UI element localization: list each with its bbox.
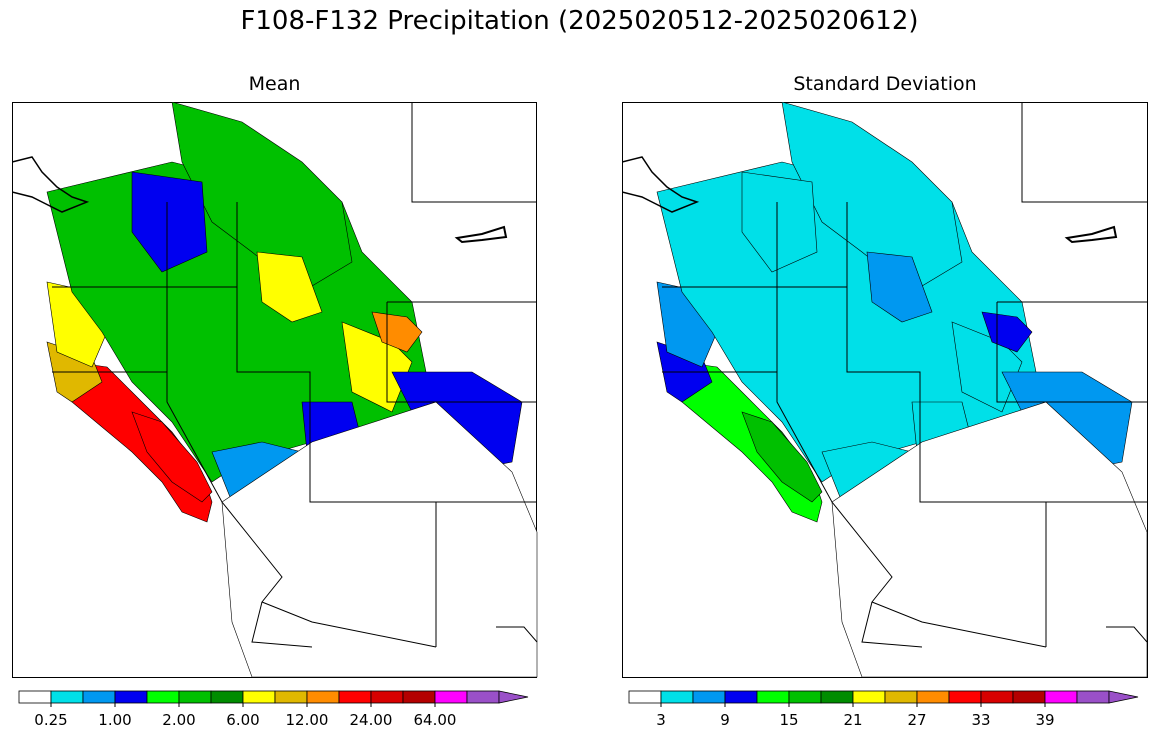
region-sw-dry bbox=[221, 401, 538, 678]
colorbar-swatch bbox=[980, 690, 1014, 704]
sd-colorbar: 3 9 15 21 27 33 39 bbox=[628, 690, 1139, 729]
colorbar-swatch bbox=[274, 690, 308, 704]
colorbar-swatch bbox=[788, 690, 822, 704]
colorbar-swatch bbox=[1076, 690, 1110, 704]
colorbar-extend-arrow bbox=[1108, 690, 1139, 704]
colorbar-swatch bbox=[82, 690, 116, 704]
panel-title-mean: Mean bbox=[248, 73, 301, 95]
colorbar-swatch bbox=[18, 690, 52, 704]
colorbar-label: 2.00 bbox=[162, 711, 195, 729]
colorbar-swatch bbox=[884, 690, 918, 704]
colorbar-label: 24.00 bbox=[350, 711, 393, 729]
colorbar-swatch bbox=[242, 690, 276, 704]
colorbar-label: 27 bbox=[907, 711, 926, 729]
colorbar-swatch bbox=[210, 690, 244, 704]
colorbar-swatch bbox=[114, 690, 148, 704]
colorbar-swatch bbox=[338, 690, 372, 704]
region-wy-orange bbox=[371, 311, 423, 353]
figure-title: F108-F132 Precipitation (2025020512-2025… bbox=[240, 6, 919, 36]
colorbar-extend-arrow bbox=[498, 690, 529, 704]
colorbar-swatch bbox=[146, 690, 180, 704]
region-wy-orange bbox=[981, 311, 1033, 353]
colorbar-swatch bbox=[1012, 690, 1046, 704]
colorbar-label: 1.00 bbox=[98, 711, 131, 729]
colorbar-label: 12.00 bbox=[286, 711, 329, 729]
state-borders bbox=[662, 102, 1148, 648]
state-borders bbox=[52, 102, 538, 648]
colorbar-label: 39 bbox=[1035, 711, 1054, 729]
colorbar-swatch bbox=[402, 690, 436, 704]
colorbar-swatch bbox=[692, 690, 726, 704]
mean-colorbar: 0.25 1.00 2.00 6.00 12.00 24.00 64.00 bbox=[18, 690, 529, 729]
panel-title-sd: Standard Deviation bbox=[793, 73, 977, 95]
colorbar-swatch bbox=[660, 690, 694, 704]
colorbar-swatch bbox=[820, 690, 854, 704]
colorbar-label: 0.25 bbox=[34, 711, 67, 729]
colorbar-swatch bbox=[306, 690, 340, 704]
colorbar-swatch bbox=[1044, 690, 1078, 704]
colorbar-swatch bbox=[50, 690, 84, 704]
colorbar-label: 64.00 bbox=[414, 711, 457, 729]
mean-map bbox=[12, 102, 538, 678]
region-mt-west-yellow bbox=[866, 251, 933, 323]
colorbar-swatch bbox=[948, 690, 982, 704]
colorbar-swatch bbox=[178, 690, 212, 704]
colorbar-swatch bbox=[724, 690, 758, 704]
colorbar-swatch bbox=[756, 690, 790, 704]
colorbar-label: 3 bbox=[656, 711, 666, 729]
colorbar-label: 21 bbox=[843, 711, 862, 729]
region-sw-dry bbox=[831, 401, 1148, 678]
region-wa-cascades-blue bbox=[741, 171, 818, 273]
colorbar-swatch bbox=[370, 690, 404, 704]
colorbar-swatch bbox=[852, 690, 886, 704]
region-ca-sierra-mean bbox=[741, 411, 823, 503]
colorbar-label: 33 bbox=[971, 711, 990, 729]
region-mt-west-yellow bbox=[256, 251, 323, 323]
colorbar-swatch bbox=[434, 690, 468, 704]
region-ca-sierra-mean bbox=[131, 411, 213, 503]
region-wa-cascades-blue bbox=[131, 171, 208, 273]
colorbar-label: 9 bbox=[720, 711, 730, 729]
colorbar-label: 6.00 bbox=[226, 711, 259, 729]
sd-map bbox=[622, 102, 1148, 678]
colorbar-label: 15 bbox=[779, 711, 798, 729]
colorbar-swatch bbox=[628, 690, 662, 704]
sd-layer bbox=[656, 102, 1148, 678]
mean-layer bbox=[46, 102, 538, 678]
colorbar-swatch bbox=[466, 690, 500, 704]
colorbar-swatch bbox=[916, 690, 950, 704]
